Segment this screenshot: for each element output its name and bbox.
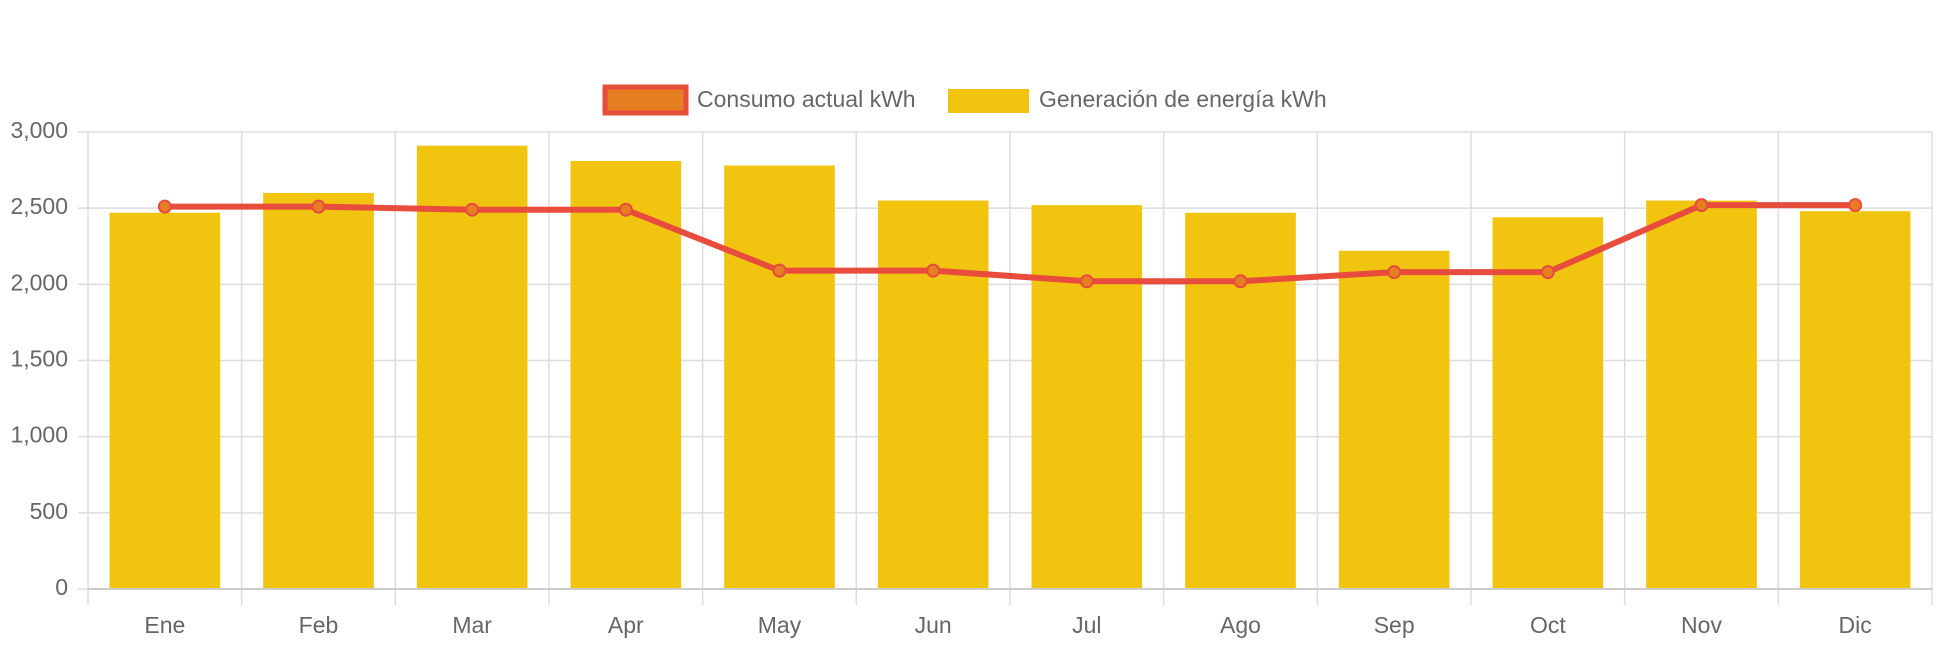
x-tick-label: Jul	[1072, 612, 1101, 638]
bar-generacion[interactable]	[1031, 205, 1143, 589]
bar-generacion[interactable]	[1338, 250, 1450, 589]
bar-generacion[interactable]	[109, 212, 221, 589]
point-consumo[interactable]	[618, 202, 633, 217]
legend: Consumo actual kWh Generación de energía…	[602, 84, 1327, 116]
x-tick-label: Oct	[1530, 612, 1566, 638]
point-consumo[interactable]	[311, 199, 326, 214]
bar-generacion[interactable]	[877, 200, 989, 590]
x-tick-label: Ene	[144, 612, 185, 638]
x-tick-label: Sep	[1374, 612, 1415, 638]
y-tick-label: 2,500	[10, 193, 68, 219]
y-tick-label: 1,500	[10, 346, 68, 372]
bar-generacion[interactable]	[1492, 217, 1604, 589]
bar-generacion[interactable]	[570, 160, 682, 589]
point-consumo[interactable]	[465, 202, 480, 217]
x-tick-label: May	[758, 612, 802, 638]
axis-layer: 0 500 1,000 1,500 2,000 2,500 3,000 Ene Feb Mar Ap…	[10, 117, 1932, 638]
point-consumo[interactable]	[772, 263, 787, 278]
legend-swatch-consumo	[602, 84, 689, 116]
legend-label-consumo: Consumo actual kWh	[697, 86, 916, 112]
y-tick-label: 500	[30, 498, 68, 524]
point-consumo[interactable]	[1848, 198, 1863, 213]
point-consumo[interactable]	[926, 263, 941, 278]
x-tick-label: Apr	[608, 612, 644, 638]
y-tick-label: 1,000	[10, 422, 68, 448]
bar-generacion[interactable]	[1185, 212, 1296, 589]
bar-generacion[interactable]	[263, 192, 374, 589]
y-tick-label: 2,000	[10, 269, 68, 295]
y-tick-label: 0	[55, 574, 68, 600]
legend-item-generacion[interactable]: Generación de energía kWh	[948, 86, 1327, 113]
legend-item-consumo[interactable]: Consumo actual kWh	[602, 84, 916, 116]
bar-generacion[interactable]	[416, 145, 528, 589]
line-layer	[157, 198, 1863, 289]
point-consumo[interactable]	[157, 199, 172, 214]
point-consumo[interactable]	[1387, 265, 1402, 280]
bar-generacion[interactable]	[724, 165, 835, 589]
bar-layer	[109, 145, 1911, 590]
legend-swatch-generacion	[948, 89, 1029, 113]
point-consumo[interactable]	[1079, 274, 1094, 289]
x-tick-label: Feb	[299, 612, 339, 638]
point-consumo[interactable]	[1233, 274, 1248, 289]
x-tick-label: Dic	[1839, 612, 1872, 638]
point-consumo[interactable]	[1540, 265, 1555, 280]
bar-generacion[interactable]	[1799, 211, 1911, 590]
line-consumo	[161, 202, 1859, 285]
point-consumo[interactable]	[1694, 198, 1709, 213]
x-tick-label: Ago	[1220, 612, 1261, 638]
x-tick-label: Nov	[1681, 612, 1722, 638]
legend-label-generacion: Generación de energía kWh	[1039, 86, 1327, 112]
x-tick-label: Mar	[452, 612, 492, 638]
y-tick-label: 3,000	[10, 117, 68, 143]
bar-generacion[interactable]	[1646, 200, 1757, 590]
x-tick-label: Jun	[915, 612, 952, 638]
